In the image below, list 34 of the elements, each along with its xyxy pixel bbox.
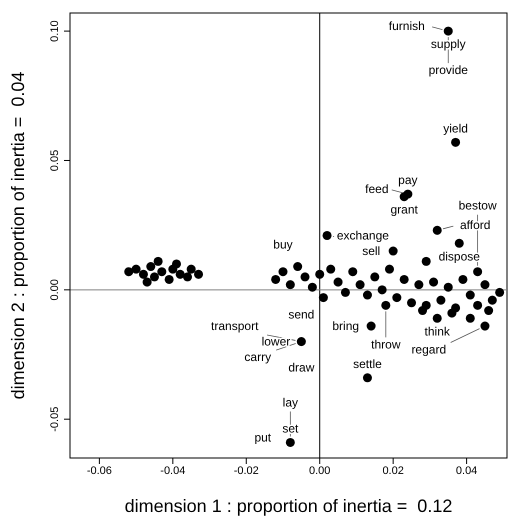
y-tick-label: 0.10 [49, 20, 61, 42]
annotation: regard [411, 342, 446, 356]
x-axis-title: dimension 1 : proportion of inertia = 0.12 [124, 496, 452, 516]
x-tick-label: -0.02 [234, 464, 259, 477]
x-tick-label: 0.00 [309, 464, 330, 477]
annotation: transport [211, 318, 260, 333]
y-tick-label: 0.05 [49, 150, 61, 172]
annotation: lay [282, 395, 298, 410]
annotation: sell [362, 244, 380, 258]
annotation: draw [288, 360, 315, 375]
annotation: buy [273, 238, 293, 252]
x-tick-label: -0.04 [160, 464, 186, 477]
annotation: pay [398, 173, 418, 188]
x-tick-label: -0.06 [86, 464, 112, 477]
x-tick-label: 0.02 [382, 464, 404, 477]
annotation: yield [443, 121, 468, 136]
annotation: grant [390, 202, 419, 217]
annotation: throw [371, 337, 401, 352]
annotation: bestow [458, 198, 497, 213]
y-axis-title: dimension 2 : proportion of inertia = 0.04 [8, 72, 28, 400]
y-tick-label: -0.05 [49, 406, 61, 432]
annotation: send [288, 308, 314, 322]
x-tick-label: 0.04 [456, 464, 478, 477]
annotation: settle [353, 356, 382, 371]
annotation: lower [262, 334, 290, 349]
y-tick-label: 0.00 [49, 279, 61, 301]
annotation: provide [428, 63, 468, 78]
annotation: feed [365, 182, 389, 196]
annotation: carry [244, 350, 272, 364]
annotation: furnish [388, 18, 425, 33]
annotation: put [254, 430, 272, 444]
annotation: think [424, 324, 451, 338]
annotation: bring [332, 319, 360, 334]
annotation: exchange [336, 228, 390, 242]
